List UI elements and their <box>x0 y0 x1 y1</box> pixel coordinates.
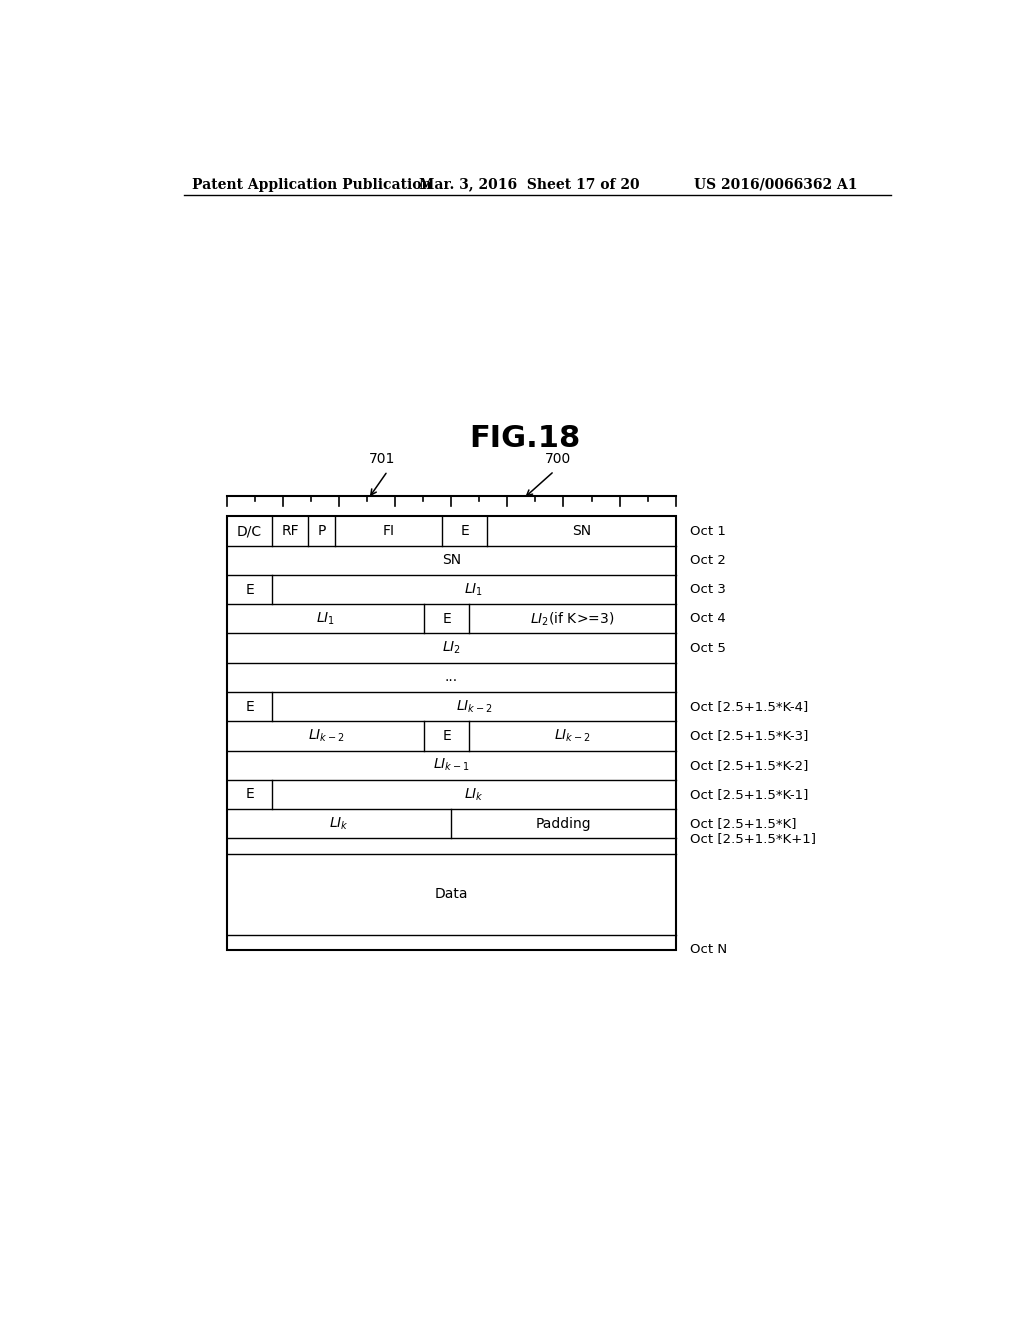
Text: US 2016/0066362 A1: US 2016/0066362 A1 <box>693 178 857 191</box>
Text: E: E <box>442 729 452 743</box>
Text: Oct [2.5+1.5*K-4]: Oct [2.5+1.5*K-4] <box>689 700 808 713</box>
Text: FIG.18: FIG.18 <box>469 424 581 453</box>
Text: Mar. 3, 2016  Sheet 17 of 20: Mar. 3, 2016 Sheet 17 of 20 <box>419 178 639 191</box>
Text: Oct [2.5+1.5*K+1]: Oct [2.5+1.5*K+1] <box>689 832 815 845</box>
Text: Patent Application Publication: Patent Application Publication <box>191 178 431 191</box>
Text: P: P <box>317 524 326 539</box>
Text: $LI_{k-2}$: $LI_{k-2}$ <box>554 727 591 744</box>
Text: E: E <box>461 524 469 539</box>
Text: ...: ... <box>444 671 458 684</box>
Text: Padding: Padding <box>536 817 591 830</box>
Text: Oct 3: Oct 3 <box>689 583 725 597</box>
Text: $LI_2$(if K>=3): $LI_2$(if K>=3) <box>530 610 614 627</box>
Text: SN: SN <box>571 524 591 539</box>
Text: $LI_1$: $LI_1$ <box>464 581 483 598</box>
Text: $LI_{k-1}$: $LI_{k-1}$ <box>433 756 470 774</box>
Text: $LI_{k-2}$: $LI_{k-2}$ <box>456 698 493 715</box>
Text: RF: RF <box>282 524 299 539</box>
Text: E: E <box>245 788 254 801</box>
Text: D/C: D/C <box>238 524 262 539</box>
Text: SN: SN <box>441 553 461 568</box>
Text: $LI_1$: $LI_1$ <box>316 611 336 627</box>
Text: E: E <box>245 700 254 714</box>
Text: $LI_k$: $LI_k$ <box>330 816 349 832</box>
Text: $LI_{k-2}$: $LI_{k-2}$ <box>307 727 344 744</box>
Text: Data: Data <box>434 887 468 902</box>
Text: 701: 701 <box>369 453 395 466</box>
Text: E: E <box>245 582 254 597</box>
Bar <box>227 516 676 950</box>
Text: $LI_k$: $LI_k$ <box>464 787 483 803</box>
Text: Oct [2.5+1.5*K-2]: Oct [2.5+1.5*K-2] <box>689 759 808 772</box>
Text: FI: FI <box>383 524 394 539</box>
Text: Oct 1: Oct 1 <box>689 524 725 537</box>
Text: Oct [2.5+1.5*K-3]: Oct [2.5+1.5*K-3] <box>689 730 808 742</box>
Text: E: E <box>442 612 452 626</box>
Text: Oct 2: Oct 2 <box>689 554 725 566</box>
Text: 700: 700 <box>545 453 571 466</box>
Text: Oct [2.5+1.5*K]: Oct [2.5+1.5*K] <box>689 817 796 830</box>
Text: $LI_2$: $LI_2$ <box>442 640 461 656</box>
Text: Oct 5: Oct 5 <box>689 642 725 655</box>
Text: Oct 4: Oct 4 <box>689 612 725 626</box>
Text: Oct N: Oct N <box>689 944 727 957</box>
Text: Oct [2.5+1.5*K-1]: Oct [2.5+1.5*K-1] <box>689 788 808 801</box>
